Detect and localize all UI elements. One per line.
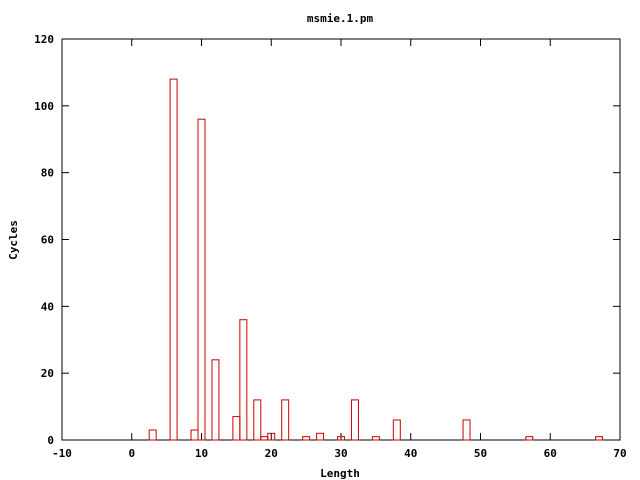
plot-area-frame <box>61 38 621 441</box>
bar <box>148 429 157 441</box>
chart-title: msmie.1.pm <box>307 12 374 25</box>
y-tick-label: 0 <box>47 434 54 447</box>
bar-series <box>148 78 604 441</box>
y-tick-label: 100 <box>34 100 54 113</box>
x-tick-label: 10 <box>195 447 208 460</box>
bar <box>595 436 604 441</box>
bar <box>253 399 262 441</box>
bar <box>337 436 345 441</box>
bar <box>267 432 276 441</box>
y-tick-label: 120 <box>34 33 54 46</box>
x-tick-label: 40 <box>404 447 417 460</box>
x-axis-label: Length <box>320 467 360 480</box>
bar <box>197 118 206 441</box>
bar <box>169 78 178 441</box>
bar <box>232 416 241 441</box>
x-tick-label: 30 <box>334 447 347 460</box>
y-tick-label: 80 <box>41 167 54 180</box>
bar <box>260 436 269 441</box>
bar <box>211 359 220 441</box>
bar <box>371 436 380 441</box>
x-tick-label: -10 <box>52 447 72 460</box>
y-tick-label: 40 <box>41 300 54 313</box>
bar <box>525 436 534 441</box>
bar <box>316 432 325 441</box>
y-axis: 0 20 40 60 80 100 120 <box>34 33 620 447</box>
y-axis-label: Cycles <box>7 220 20 260</box>
y-tick-label: 20 <box>41 367 54 380</box>
bar <box>302 436 311 441</box>
x-tick-label: 50 <box>474 447 487 460</box>
bar <box>239 319 248 441</box>
x-axis: -10 0 10 20 30 40 50 60 70 <box>52 39 627 460</box>
bar <box>281 399 290 441</box>
bar <box>350 399 359 441</box>
x-tick-label: 20 <box>265 447 278 460</box>
x-tick-label: 0 <box>128 447 135 460</box>
y-tick-label: 60 <box>41 234 54 247</box>
x-tick-label: 60 <box>544 447 557 460</box>
bar <box>392 419 401 441</box>
bar <box>190 429 199 441</box>
bar <box>462 419 471 441</box>
x-tick-label: 70 <box>613 447 626 460</box>
